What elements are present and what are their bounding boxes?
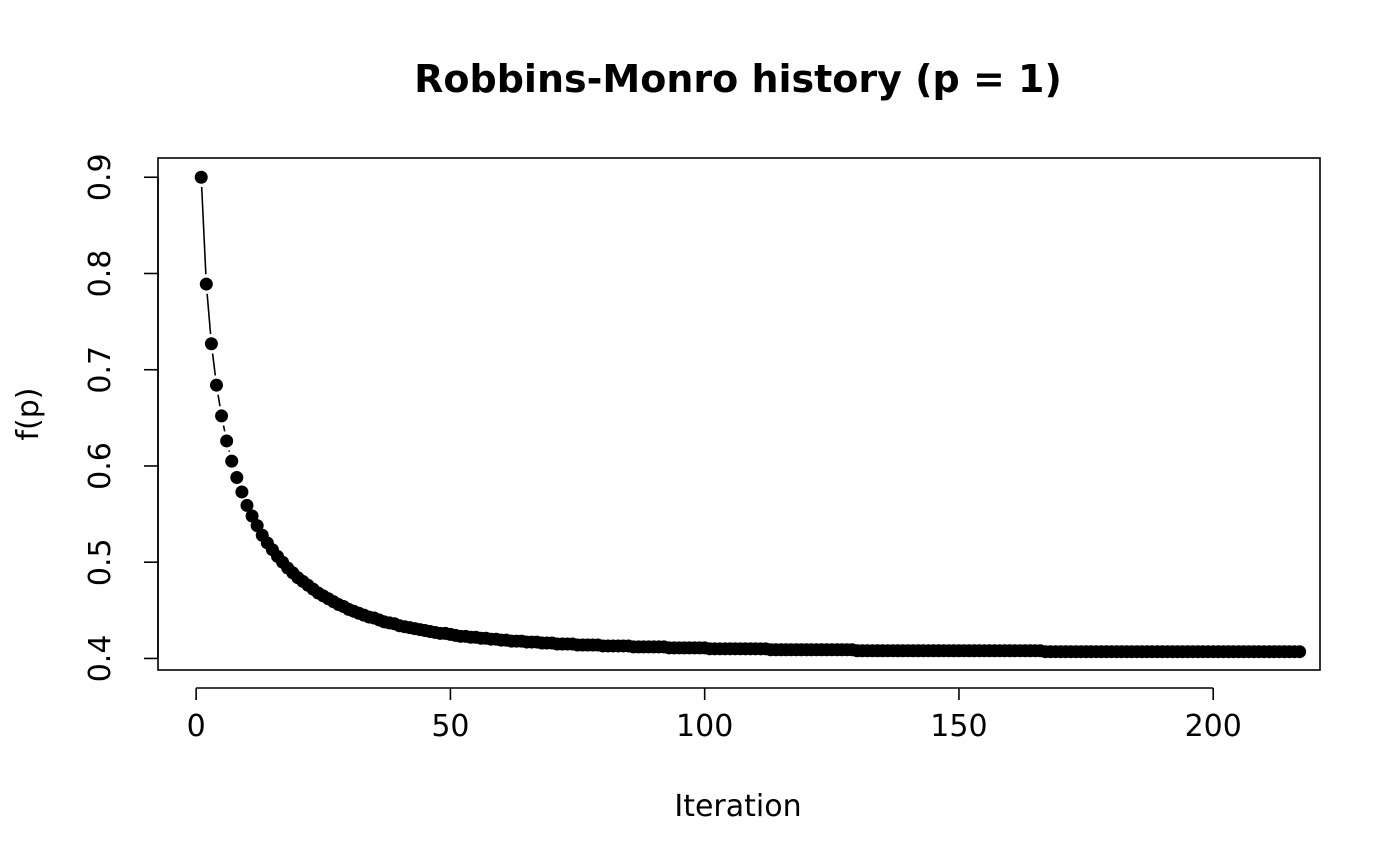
data-point [250, 519, 264, 533]
data-point [194, 170, 208, 184]
x-axis-label: Iteration [674, 789, 801, 824]
data-point [225, 454, 239, 468]
series-points [194, 170, 1307, 659]
data-point [245, 509, 259, 523]
y-axis-label: f(p) [11, 387, 46, 440]
x-tick-label: 150 [930, 709, 987, 744]
y-tick-label: 0.4 [83, 635, 118, 683]
y-tick-label: 0.5 [83, 538, 118, 586]
plot-frame [157, 157, 1321, 671]
y-tick-label: 0.6 [83, 442, 118, 490]
y-axis: 0.4 0.5 0.6 0.7 0.8 0.9 [83, 153, 159, 683]
data-point [204, 337, 218, 351]
series-line-segment [206, 293, 212, 335]
x-axis: 0 50 100 150 200 [187, 687, 1242, 744]
data-point [220, 434, 234, 448]
x-tick-label: 200 [1185, 709, 1242, 744]
series-line-segments [200, 186, 231, 452]
data-point [235, 485, 249, 499]
series-line-segment [211, 353, 217, 376]
series-line-segment [200, 186, 207, 275]
data-point [209, 378, 223, 392]
x-tick-label: 50 [431, 709, 469, 744]
x-tick-label: 0 [187, 709, 206, 744]
y-tick-label: 0.7 [83, 346, 118, 394]
y-tick-label: 0.9 [83, 153, 118, 201]
x-tick-label: 100 [676, 709, 733, 744]
data-point [1293, 645, 1307, 659]
series-line-segment [222, 425, 226, 432]
y-tick-label: 0.8 [83, 250, 118, 298]
data-point [199, 277, 213, 291]
chart-title: Robbins-Monro history (p = 1) [414, 57, 1062, 101]
data-point [240, 498, 254, 512]
series-line-segment [217, 394, 221, 407]
data-point [230, 471, 244, 485]
data-point [215, 409, 229, 423]
